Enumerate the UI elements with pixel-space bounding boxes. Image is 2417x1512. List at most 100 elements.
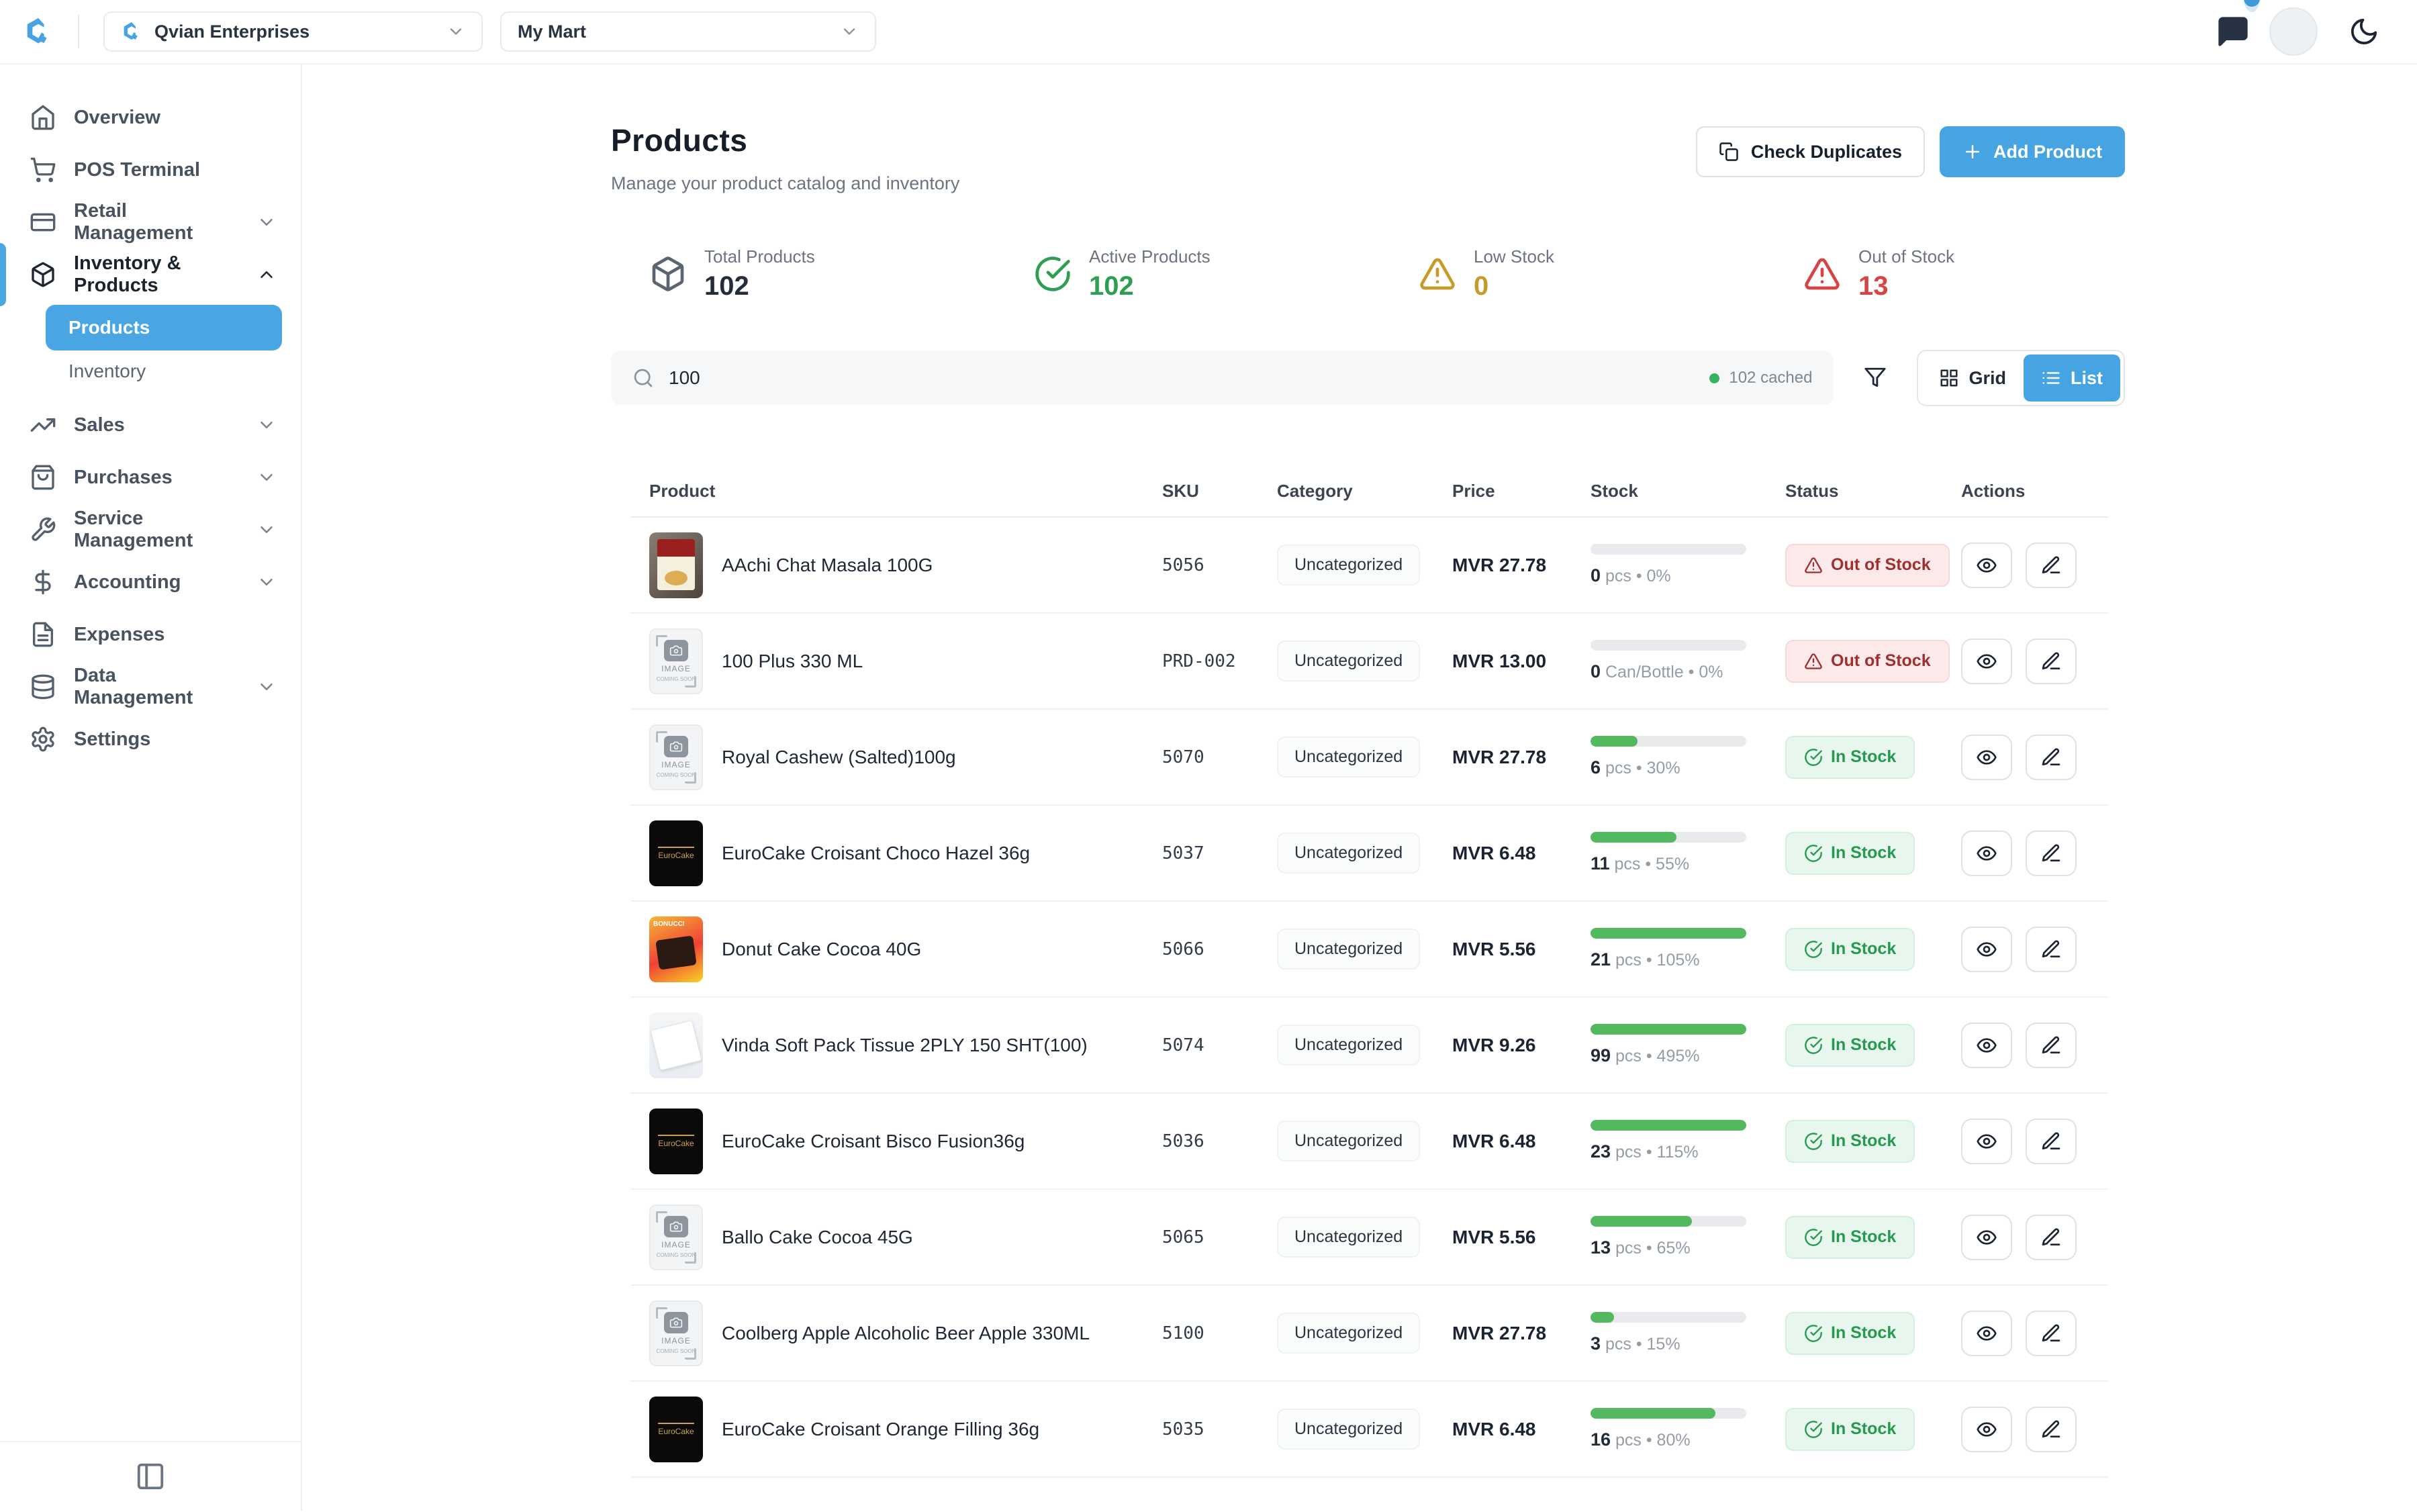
cache-status-label: 102 cached <box>1729 369 1813 387</box>
sidebar-item-service-management[interactable]: Service Management <box>0 504 301 556</box>
edit-button[interactable] <box>2026 926 2077 972</box>
actions-cell <box>1961 1310 2108 1356</box>
organization-selector[interactable]: Qvian Enterprises <box>103 11 483 52</box>
actions-cell <box>1961 542 2108 588</box>
add-product-label: Add Product <box>1993 141 2102 162</box>
status-cell: In Stock <box>1785 1311 1961 1355</box>
status-cell: Out of Stock <box>1785 543 1961 587</box>
dark-mode-toggle[interactable] <box>2349 16 2379 47</box>
page-header: Products Manage your product catalog and… <box>302 64 2417 194</box>
sidebar-collapse-button[interactable] <box>135 1461 166 1492</box>
view-button[interactable] <box>1961 638 2012 684</box>
view-toggle-grid[interactable]: Grid <box>1922 355 2024 401</box>
category-cell: Uncategorized <box>1277 545 1452 585</box>
edit-button[interactable] <box>2026 1118 2077 1164</box>
product-name: Donut Cake Cocoa 40G <box>722 938 922 959</box>
product-name: Royal Cashew (Salted)100g <box>722 746 956 767</box>
edit-button[interactable] <box>2026 1214 2077 1260</box>
brand-text: EuroCake <box>658 1422 694 1436</box>
check-duplicates-button[interactable]: Check Duplicates <box>1695 126 1925 177</box>
sidebar-item-purchases[interactable]: Purchases <box>0 451 301 504</box>
view-button[interactable] <box>1961 734 2012 780</box>
sidebar-item-pos-terminal[interactable]: POS Terminal <box>0 144 301 196</box>
sidebar-item-expenses[interactable]: Expenses <box>0 608 301 661</box>
edit-button[interactable] <box>2026 542 2077 588</box>
actions-cell <box>1961 1406 2108 1452</box>
stat-label: Low Stock <box>1474 246 1554 267</box>
chat-button[interactable] <box>2214 14 2252 49</box>
view-button[interactable] <box>1961 1214 2012 1260</box>
table-row: Vinda Soft Pack Tissue 2PLY 150 SHT(100)… <box>630 998 2108 1094</box>
status-label: In Stock <box>1831 1419 1897 1438</box>
add-product-button[interactable]: Add Product <box>1940 126 2125 177</box>
view-toggle-list[interactable]: List <box>2023 355 2120 401</box>
search-input[interactable] <box>669 367 1695 389</box>
camera-icon <box>669 644 683 657</box>
package-icon <box>30 261 56 288</box>
view-button[interactable] <box>1961 926 2012 972</box>
placeholder-text: IMAGE <box>661 760 691 769</box>
category-badge: Uncategorized <box>1277 833 1421 873</box>
eye-icon <box>1976 939 1997 960</box>
stock-quantity: 0 <box>1591 565 1601 585</box>
camera-icon <box>669 1220 683 1233</box>
stock-text: 0 pcs • 0% <box>1591 565 1785 586</box>
chevron-down-icon <box>840 22 859 41</box>
stock-progress-bar <box>1591 736 1746 747</box>
sidebar-item-inventory-products[interactable]: Inventory & Products <box>0 243 301 306</box>
eye-icon <box>1976 1419 1997 1440</box>
user-avatar[interactable] <box>2269 7 2318 56</box>
chevron-up-icon <box>256 265 277 285</box>
status-badge: In Stock <box>1785 1311 1915 1355</box>
stat-text: Active Products 102 <box>1089 246 1211 301</box>
view-button[interactable] <box>1961 1118 2012 1164</box>
topbar: Qvian Enterprises My Mart <box>0 0 2417 64</box>
chevron-down-icon <box>256 415 277 435</box>
check-circle-icon <box>1804 1324 1823 1343</box>
product-photo <box>655 935 697 970</box>
sidebar-item-overview[interactable]: Overview <box>0 91 301 144</box>
status-badge: In Stock <box>1785 1119 1915 1163</box>
sidebar-item-sales[interactable]: Sales <box>0 399 301 451</box>
category-badge: Uncategorized <box>1277 1409 1421 1450</box>
sidebar-item-data-management[interactable]: Data Management <box>0 661 301 713</box>
view-button[interactable] <box>1961 542 2012 588</box>
status-badge: In Stock <box>1785 735 1915 779</box>
view-button[interactable] <box>1961 1310 2012 1356</box>
filter-icon <box>1864 366 1887 389</box>
stock-text: 11 pcs • 55% <box>1591 853 1785 874</box>
dollar-sign-icon <box>30 569 56 596</box>
edit-button[interactable] <box>2026 734 2077 780</box>
sidebar-item-inventory[interactable]: Inventory <box>68 361 146 381</box>
view-button[interactable] <box>1961 830 2012 876</box>
sidebar-item-products[interactable]: Products <box>46 305 282 350</box>
product-price: MVR 6.48 <box>1452 1418 1536 1439</box>
notification-halo <box>2244 0 2260 12</box>
stock-progress-bar <box>1591 1024 1746 1035</box>
topbar-right <box>2214 0 2379 56</box>
product-sku: 5070 <box>1162 747 1204 767</box>
edit-button[interactable] <box>2026 638 2077 684</box>
sidebar-item-settings[interactable]: Settings <box>0 713 301 765</box>
edit-button[interactable] <box>2026 1310 2077 1356</box>
category-badge: Uncategorized <box>1277 1025 1421 1066</box>
eye-icon <box>1976 555 1997 576</box>
category-badge: Uncategorized <box>1277 737 1421 777</box>
edit-button[interactable] <box>2026 830 2077 876</box>
store-selector[interactable]: My Mart <box>500 11 876 52</box>
alert-triangle-icon <box>1804 556 1823 575</box>
stock-cell: 3 pcs • 15% <box>1591 1312 1785 1354</box>
sidebar-item-accounting[interactable]: Accounting <box>0 556 301 608</box>
sidebar-item-retail-management[interactable]: Retail Management <box>0 196 301 248</box>
chevron-down-icon <box>256 467 277 487</box>
status-cell: Out of Stock <box>1785 639 1961 683</box>
edit-button[interactable] <box>2026 1022 2077 1068</box>
view-button[interactable] <box>1961 1022 2012 1068</box>
edit-button[interactable] <box>2026 1406 2077 1452</box>
sidebar-item-label: Sales <box>74 414 125 436</box>
status-label: In Stock <box>1831 1035 1897 1054</box>
view-button[interactable] <box>1961 1406 2012 1452</box>
stock-quantity: 99 <box>1591 1045 1611 1066</box>
filter-button[interactable] <box>1856 359 1894 397</box>
wrench-icon <box>30 516 56 543</box>
